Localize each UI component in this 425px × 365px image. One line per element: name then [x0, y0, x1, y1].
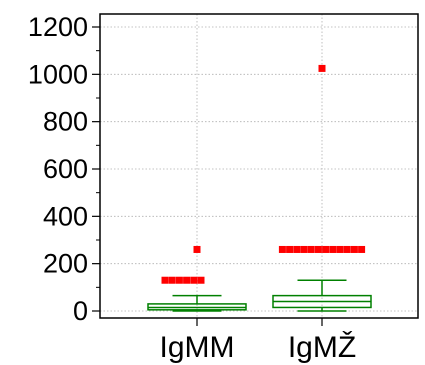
box-2 — [272, 64, 372, 312]
y-tick-label: 200 — [43, 249, 88, 279]
y-tick-label: 0 — [73, 296, 88, 326]
boxes — [147, 64, 372, 312]
outlier-point — [329, 245, 337, 253]
outlier-point — [175, 276, 183, 284]
grid-lines — [100, 14, 418, 318]
outlier-point — [168, 276, 176, 284]
outlier-point — [190, 276, 198, 284]
outlier-point — [318, 64, 326, 72]
outlier-point — [278, 245, 286, 253]
outlier-point — [358, 245, 366, 253]
y-tick-label: 800 — [43, 107, 88, 137]
y-tick-label: 1000 — [28, 59, 88, 89]
x-axis: IgMM IgMŽ — [160, 318, 356, 364]
y-tick-label: 1200 — [28, 12, 88, 42]
outlier-point — [307, 245, 315, 253]
outlier-point — [193, 245, 201, 253]
y-tick-label: 400 — [43, 201, 88, 231]
plot-area-frame — [99, 13, 419, 319]
outlier-point — [197, 276, 205, 284]
x-category-label: IgMM — [160, 331, 235, 364]
outlier-point — [286, 245, 294, 253]
y-tick-label: 600 — [43, 154, 88, 184]
outlier-point — [161, 276, 169, 284]
outlier-point — [343, 245, 351, 253]
outlier-point — [293, 245, 301, 253]
outlier-point — [183, 276, 191, 284]
box-1 — [147, 245, 247, 312]
outlier-point — [300, 245, 308, 253]
y-axis: 0 200 400 600 800 1000 1200 — [28, 12, 100, 326]
outlier-point — [350, 245, 358, 253]
outlier-point — [322, 245, 330, 253]
outlier-point — [314, 245, 322, 253]
outlier-point — [336, 245, 344, 253]
x-category-label: IgMŽ — [288, 331, 356, 364]
